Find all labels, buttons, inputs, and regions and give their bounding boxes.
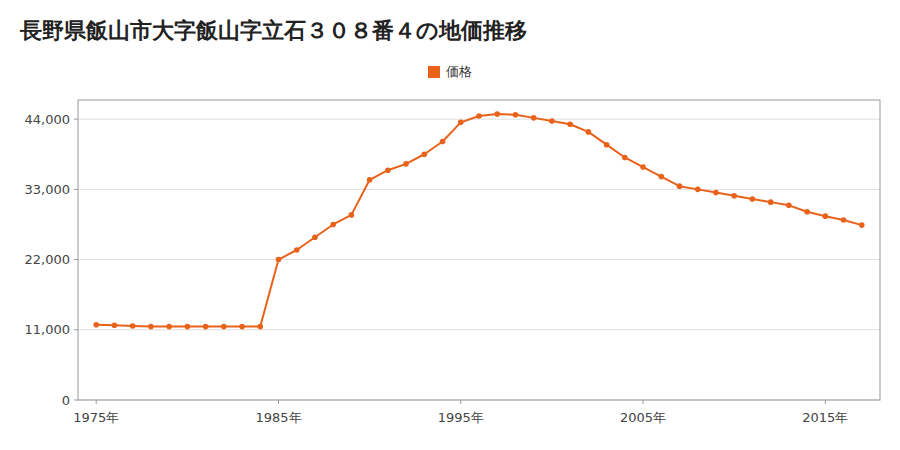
point	[203, 324, 209, 330]
point	[859, 222, 865, 228]
grid-line	[78, 189, 880, 190]
point	[713, 190, 719, 196]
point	[440, 139, 446, 145]
point	[93, 322, 99, 328]
line	[96, 114, 862, 327]
point	[494, 111, 500, 117]
point	[786, 203, 792, 209]
y-tick	[74, 259, 78, 260]
point	[312, 234, 318, 240]
point	[458, 120, 464, 126]
point	[513, 112, 519, 118]
y-tick-label: 44,000	[25, 112, 71, 127]
point	[349, 212, 355, 218]
title: 長野県飯山市大字飯山字立石３０８番４の地価推移	[19, 18, 527, 43]
legend-swatch	[428, 66, 440, 78]
x-tick	[278, 400, 279, 404]
y-tick-label: 33,000	[25, 182, 71, 197]
point	[257, 324, 263, 330]
y-tick-label: 0	[62, 393, 70, 408]
point	[476, 113, 482, 119]
point	[276, 257, 282, 263]
point	[112, 323, 118, 329]
y-axis: 0 11,000 22,000 33,000 44,000	[25, 112, 79, 408]
point	[148, 324, 154, 330]
point	[385, 167, 391, 173]
point	[586, 129, 592, 135]
x-tick-label: 1975年	[73, 410, 119, 425]
point	[622, 155, 628, 161]
legend-item: 価格	[428, 64, 472, 79]
point	[403, 161, 409, 167]
point	[567, 121, 573, 127]
point	[294, 247, 300, 253]
point	[658, 174, 664, 180]
y-tick-label: 22,000	[25, 252, 71, 267]
point	[130, 323, 136, 329]
point	[367, 177, 373, 183]
point	[804, 209, 810, 215]
x-tick-label: 2005年	[620, 410, 666, 425]
point	[750, 196, 756, 202]
data-layer	[93, 111, 864, 329]
point	[841, 217, 847, 223]
y-tick	[74, 329, 78, 330]
x-tick-label: 1985年	[255, 410, 301, 425]
x-tick	[96, 400, 97, 404]
point	[239, 324, 245, 330]
point	[531, 115, 537, 121]
point	[330, 222, 336, 228]
x-tick	[643, 400, 644, 404]
x-tick-label: 2015年	[802, 410, 848, 425]
page: {"chart_data": { "type": "line", "title"…	[0, 0, 900, 450]
x-tick	[825, 400, 826, 404]
point	[166, 324, 172, 330]
y-tick	[74, 189, 78, 190]
grid-line	[78, 259, 880, 260]
point	[185, 324, 191, 330]
y-tick	[74, 400, 78, 401]
point	[640, 164, 646, 170]
x-tick-label: 1995年	[438, 410, 484, 425]
grid	[78, 119, 880, 400]
grid-line	[78, 329, 880, 330]
x-axis: 1975年 1985年 1995年 2005年 2015年	[73, 400, 848, 425]
point	[221, 324, 227, 330]
point	[604, 142, 610, 148]
point	[768, 199, 774, 205]
point	[549, 118, 555, 124]
y-tick-label: 11,000	[25, 322, 71, 337]
point	[695, 187, 701, 193]
point	[422, 151, 428, 157]
point	[731, 193, 737, 199]
x-tick	[460, 400, 461, 404]
grid-line	[78, 119, 880, 120]
point	[823, 213, 829, 219]
legend: 価格	[428, 64, 472, 79]
y-tick	[74, 119, 78, 120]
point	[677, 183, 683, 189]
plot-frame	[78, 100, 880, 400]
chart: 長野県飯山市大字飯山字立石３０８番４の地価推移 0 11,000 22,000 33,0…	[0, 0, 900, 450]
legend-label: 価格	[446, 64, 472, 79]
